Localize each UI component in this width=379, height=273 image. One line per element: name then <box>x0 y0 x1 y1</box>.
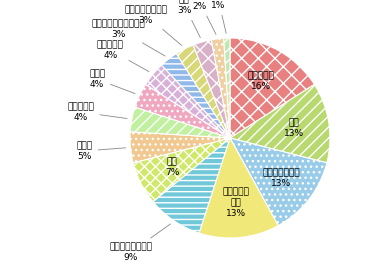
Wedge shape <box>130 132 230 163</box>
Wedge shape <box>199 138 278 238</box>
Wedge shape <box>211 38 230 138</box>
Wedge shape <box>224 38 230 138</box>
Text: 個人・住民情報
13%: 個人・住民情報 13% <box>263 168 300 188</box>
Text: 防災・保安・安全
9%: 防災・保安・安全 9% <box>110 224 171 262</box>
Text: 医療・介護
4%: 医療・介護 4% <box>97 40 149 72</box>
Text: 環境・エネルギー
3%: 環境・エネルギー 3% <box>124 5 182 45</box>
Wedge shape <box>133 138 230 202</box>
Wedge shape <box>146 65 230 138</box>
Wedge shape <box>193 40 230 138</box>
Wedge shape <box>161 54 230 138</box>
Text: 地図・地下
16%: 地図・地下 16% <box>248 71 275 91</box>
Wedge shape <box>135 84 230 138</box>
Wedge shape <box>230 84 330 163</box>
Wedge shape <box>130 107 230 138</box>
Text: 入札・調達・補助金等
3%: 入札・調達・補助金等 3% <box>92 19 165 56</box>
Wedge shape <box>153 138 230 233</box>
Wedge shape <box>230 138 327 225</box>
Text: 電波
1%: 電波 1% <box>211 0 226 33</box>
Wedge shape <box>176 45 230 138</box>
Text: 法令
7%: 法令 7% <box>165 158 179 177</box>
Text: その他
5%: その他 5% <box>77 141 126 161</box>
Text: 気象
3%: 気象 3% <box>177 0 200 38</box>
Wedge shape <box>230 38 315 138</box>
Text: 交通
13%: 交通 13% <box>284 118 304 138</box>
Text: 統計・調査
4%: 統計・調査 4% <box>67 102 127 122</box>
Text: 許認可
4%: 許認可 4% <box>89 70 135 94</box>
Text: 都市計画・
建築
13%: 都市計画・ 建築 13% <box>223 188 249 218</box>
Text: 公開方法等
2%: 公開方法等 2% <box>186 0 216 34</box>
